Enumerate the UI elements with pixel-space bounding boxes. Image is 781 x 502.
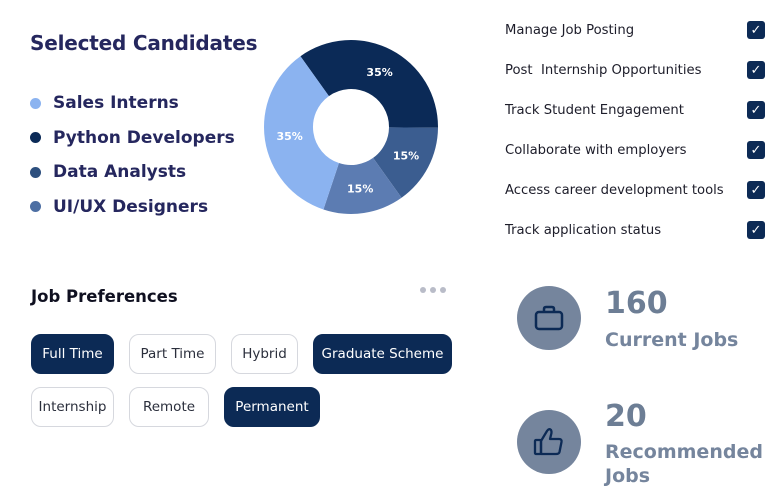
checkmark-icon: ✓	[750, 222, 762, 238]
recommended-jobs-label-line2: Jobs	[605, 465, 651, 487]
checklist-label: Post Internship Opportunities	[505, 62, 702, 78]
legend-dot	[30, 97, 41, 109]
briefcase-icon	[534, 305, 564, 331]
recommended-jobs-label-line1: Recommended	[605, 441, 763, 463]
current-jobs-count: 160	[605, 286, 668, 321]
chip-full-time[interactable]: Full Time	[31, 334, 114, 374]
checklist-item-manage-job-posting: Manage Job Posting ✓	[505, 10, 767, 50]
donut-slice-label: 15%	[393, 150, 419, 163]
checkmark-icon: ✓	[750, 142, 762, 158]
chip-part-time[interactable]: Part Time	[129, 334, 216, 374]
candidates-donut-chart: 35% 15% 15% 35%	[264, 39, 438, 214]
more-options-icon[interactable]	[420, 287, 446, 293]
recommended-jobs-count: 20	[605, 399, 647, 434]
legend-label: UI/UX Designers	[53, 196, 209, 217]
checkmark-icon: ✓	[750, 62, 762, 78]
checklist-label: Track application status	[505, 222, 662, 238]
checkbox[interactable]: ✓	[747, 181, 765, 199]
checkmark-icon: ✓	[750, 102, 762, 118]
legend-item-python-developers: Python Developers	[30, 121, 235, 156]
legend-label: Data Analysts	[53, 162, 187, 183]
checklist-label: Track Student Engagement	[505, 102, 684, 118]
chip-permanent[interactable]: Permanent	[224, 387, 320, 427]
donut-slice-data-analysts	[373, 127, 438, 198]
chip-graduate-scheme[interactable]: Graduate Scheme	[313, 334, 452, 374]
current-jobs-icon-circle	[517, 286, 581, 350]
checkbox[interactable]: ✓	[747, 61, 765, 79]
donut-slice-python-developers	[300, 39, 438, 128]
donut-slice-label: 15%	[347, 182, 373, 195]
donut-slice-ui-ux-designers	[323, 157, 402, 214]
selected-candidates-title: Selected Candidates	[30, 31, 258, 55]
legend-label: Python Developers	[53, 127, 235, 148]
feature-checklist: Manage Job Posting ✓ Post Internship Opp…	[505, 10, 767, 250]
checkbox[interactable]: ✓	[747, 21, 765, 39]
legend-dot	[30, 132, 41, 144]
checklist-item-application-status: Track application status ✓	[505, 210, 767, 250]
thumbs-up-icon	[533, 428, 563, 456]
checklist-item-collaborate: Collaborate with employers ✓	[505, 130, 767, 170]
checklist-item-track-engagement: Track Student Engagement ✓	[505, 90, 767, 130]
checkbox[interactable]: ✓	[747, 141, 765, 159]
checklist-label: Collaborate with employers	[505, 142, 687, 158]
checkbox[interactable]: ✓	[747, 221, 765, 239]
legend-label: Sales Interns	[53, 93, 179, 114]
donut-slice-label: 35%	[366, 66, 392, 79]
checklist-label: Access career development tools	[505, 182, 724, 198]
checklist-label: Manage Job Posting	[505, 22, 635, 38]
checklist-item-career-tools: Access career development tools ✓	[505, 170, 767, 210]
chip-hybrid[interactable]: Hybrid	[231, 334, 298, 374]
donut-slice-label: 35%	[277, 130, 303, 143]
legend-dot	[30, 166, 41, 178]
checkmark-icon: ✓	[750, 22, 762, 38]
legend-item-data-analysts: Data Analysts	[30, 155, 235, 190]
legend-item-ui-ux-designers: UI/UX Designers	[30, 190, 235, 225]
checklist-item-post-internship: Post Internship Opportunities ✓	[505, 50, 767, 90]
legend-item-sales-interns: Sales Interns	[30, 86, 235, 121]
job-preferences-title: Job Preferences	[31, 287, 178, 306]
current-jobs-label: Current Jobs	[605, 329, 739, 351]
chip-internship[interactable]: Internship	[31, 387, 114, 427]
chip-remote[interactable]: Remote	[129, 387, 209, 427]
candidates-legend: Sales Interns Python Developers Data Ana…	[30, 86, 235, 224]
legend-dot	[30, 201, 41, 213]
checkmark-icon: ✓	[750, 182, 762, 198]
recommended-jobs-icon-circle	[517, 410, 581, 474]
donut-slice-sales-interns	[264, 56, 339, 210]
checkbox[interactable]: ✓	[747, 101, 765, 119]
